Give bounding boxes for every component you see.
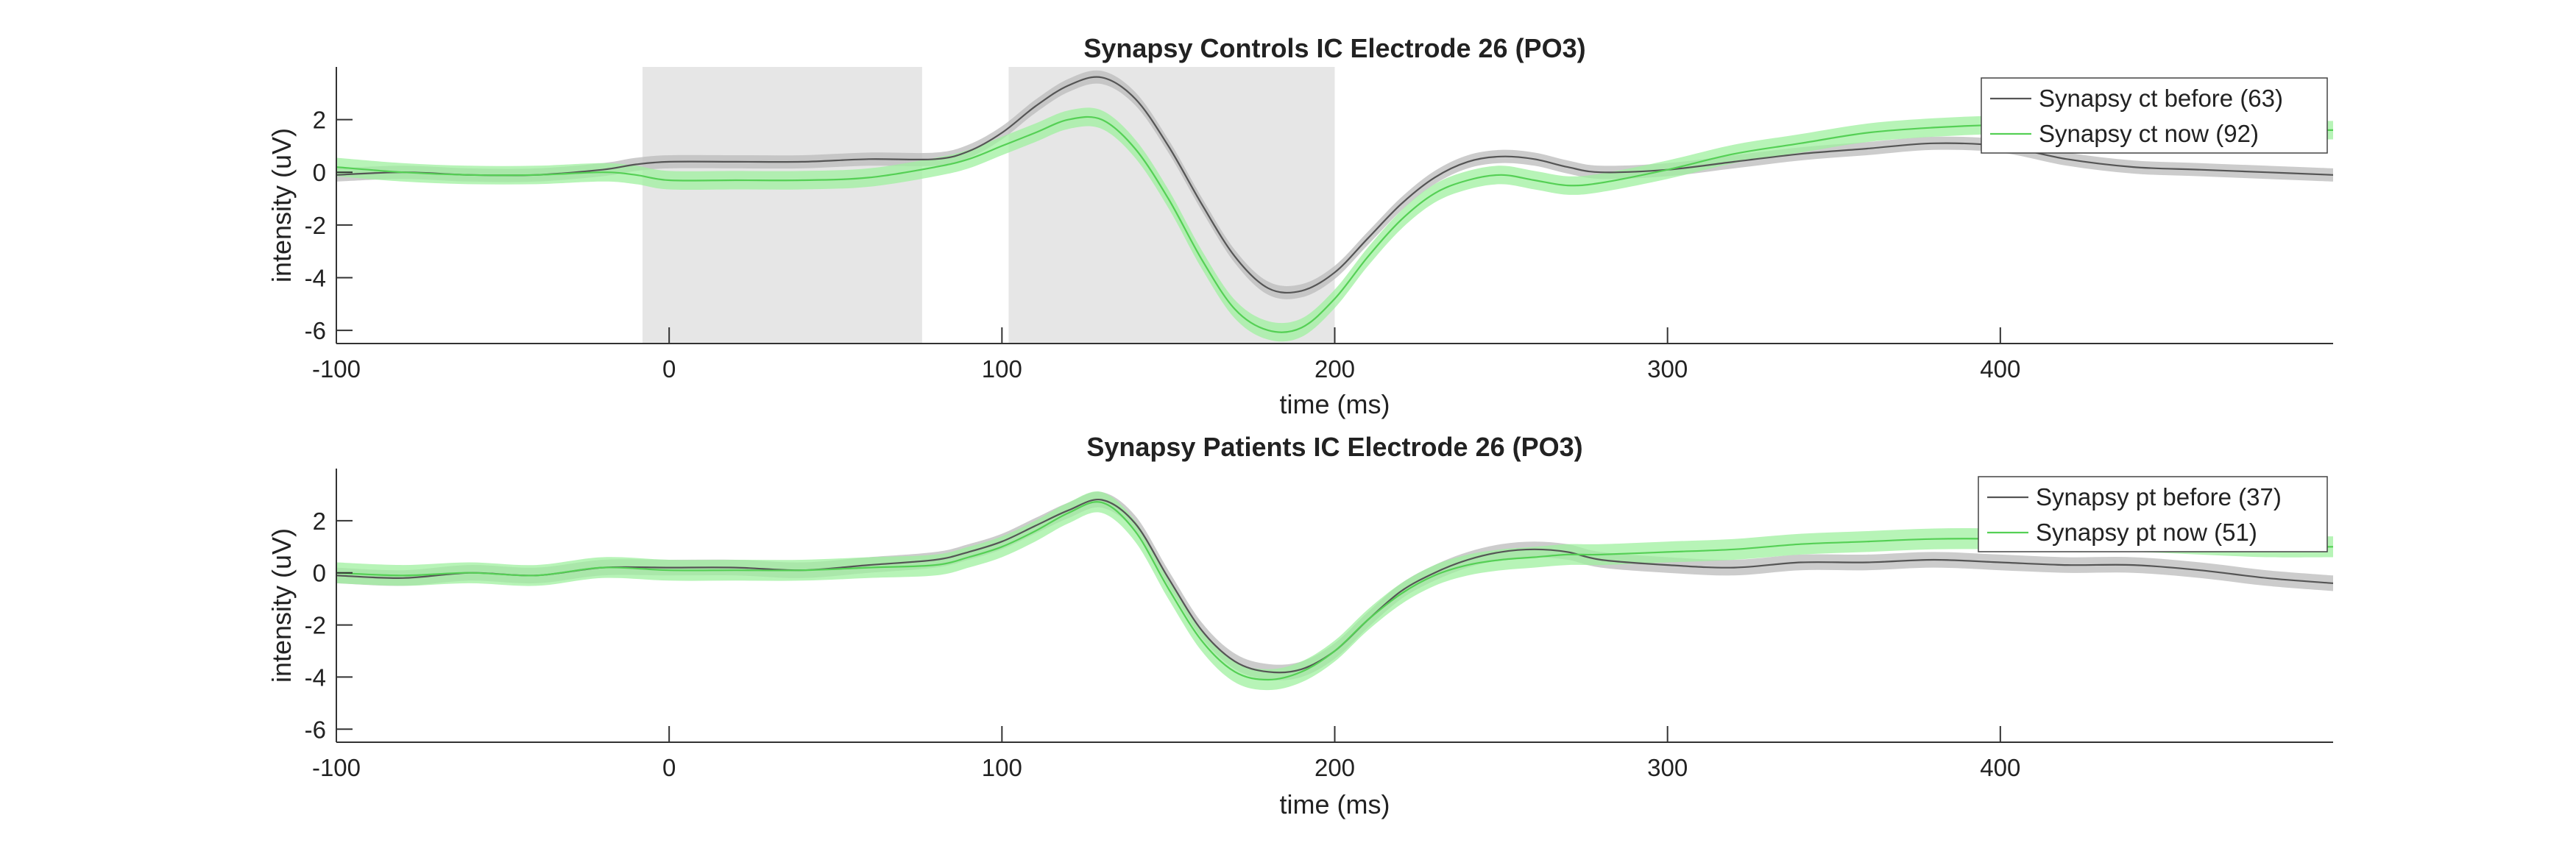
y-tick-label: -6 [305, 716, 326, 743]
x-tick-label: 200 [1314, 355, 1355, 383]
series-line-0 [336, 498, 2333, 674]
y-tick-label: -6 [305, 317, 326, 344]
legend-entry-0: Synapsy ct before (63) [2039, 85, 2283, 112]
x-tick-label: 100 [982, 355, 1022, 383]
y-tick-label: -4 [305, 664, 326, 691]
x-tick-label: 100 [982, 754, 1022, 781]
series-line-1 [336, 501, 2333, 681]
legend-entry-1: Synapsy ct now (92) [2039, 120, 2259, 147]
x-axis-label: time (ms) [1280, 389, 1390, 419]
x-tick-label: 200 [1314, 754, 1355, 781]
chart-title: Synapsy Controls IC Electrode 26 (PO3) [1083, 33, 1585, 63]
chart-title: Synapsy Patients IC Electrode 26 (PO3) [1086, 432, 1582, 462]
y-tick-label: 2 [313, 508, 326, 535]
x-tick-label: 300 [1647, 754, 1688, 781]
legend-entry-1: Synapsy pt now (51) [2036, 519, 2257, 546]
y-tick-label: -2 [305, 212, 326, 239]
x-tick-label: 0 [662, 355, 676, 383]
legend-box [1978, 476, 2328, 552]
y-axis-label: intensity (uV) [266, 528, 297, 683]
series-line-0 [336, 76, 2333, 294]
y-tick-label: 2 [313, 107, 326, 134]
x-tick-label: 0 [662, 754, 676, 781]
x-tick-label: -100 [312, 754, 361, 781]
legend: Synapsy ct before (63) Synapsy ct now (92… [1981, 77, 2328, 154]
x-tick-label: 400 [1980, 754, 2020, 781]
y-tick-label: 0 [313, 159, 326, 186]
x-tick-label: 300 [1647, 355, 1688, 383]
y-axis-label: intensity (uV) [266, 128, 297, 282]
controls-chart-panel: -100 0 100 200 300 400 -6 -4 -2 0 2 Synapsy Control… [266, 33, 2333, 419]
y-tick-label: -4 [305, 264, 326, 291]
legend-entry-0: Synapsy pt before (37) [2036, 483, 2282, 511]
series-line-1 [336, 115, 2333, 333]
shaded-window-0 [642, 67, 922, 344]
x-tick-label: -100 [312, 355, 361, 383]
y-tick-label: 0 [313, 560, 326, 587]
patients-chart-panel: -100 0 100 200 300 400 -6 -4 -2 0 2 Synapsy Patient… [266, 432, 2333, 819]
x-axis-label: time (ms) [1280, 789, 1390, 819]
series-band-1 [336, 491, 2333, 691]
legend: Synapsy pt before (37) Synapsy pt now (51… [1978, 476, 2328, 552]
y-tick-label: -2 [305, 612, 326, 639]
x-tick-label: 400 [1980, 355, 2020, 383]
legend-box [1981, 77, 2328, 154]
